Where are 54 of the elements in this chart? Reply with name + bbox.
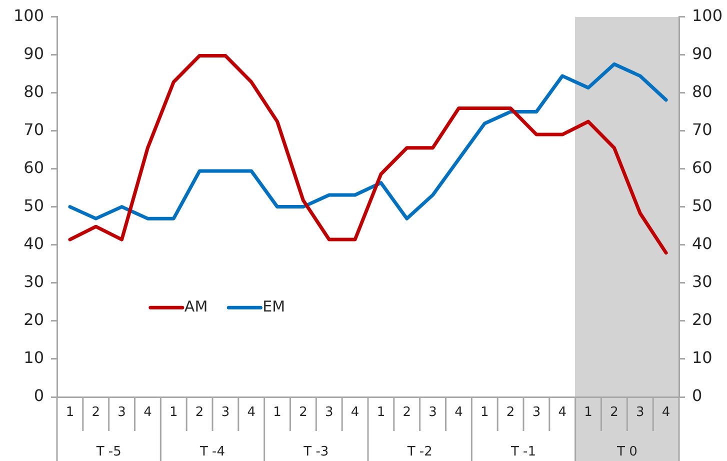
text: T -2 — [406, 444, 432, 460]
y2-tick-label: 90 — [692, 44, 712, 63]
x-tick-label: 2 — [92, 405, 100, 420]
x-tick-label: 4 — [558, 405, 567, 420]
x-tick-label: 3 — [636, 405, 644, 420]
y-tick-label: 0 — [34, 386, 44, 406]
y2-tick-label: 80 — [692, 82, 712, 101]
text: T -4 — [198, 444, 226, 460]
x-tick-label: 3 — [324, 405, 334, 420]
x-tick-label: 3 — [118, 405, 126, 420]
x-tick-label: 3 — [221, 405, 230, 420]
x-tick-label: 3 — [428, 405, 437, 420]
x-tick-label: 2 — [402, 405, 412, 420]
y2-tick-label: 50 — [692, 196, 712, 215]
y-tick-label: 90 — [24, 44, 44, 63]
x-tick-label: 1 — [376, 405, 386, 420]
x-tick-label: 4 — [662, 405, 670, 420]
x-tick-label: 3 — [532, 405, 541, 420]
y-tick-label: 40 — [24, 234, 44, 253]
legend-label: AM — [184, 297, 208, 316]
y-tick-label: 10 — [24, 348, 44, 368]
y2-tick-label: 40 — [692, 234, 712, 253]
x-tick-label: 1 — [584, 405, 592, 420]
x-tick-label: 1 — [480, 405, 489, 420]
y2-tick-label: 0 — [692, 386, 702, 406]
y2-tick-label: 60 — [692, 158, 712, 177]
x-tick-label: 4 — [144, 405, 152, 420]
y-tick-label: 100 — [13, 6, 44, 25]
y-tick-label: 30 — [24, 272, 44, 292]
x-tick-label: 4 — [350, 405, 360, 420]
y2-tick-label: 30 — [692, 272, 712, 292]
x-tick-label: 4 — [247, 405, 256, 420]
y2-tick-label: 100 — [692, 6, 723, 25]
x-tick-label: 2 — [299, 405, 308, 420]
text: T -3 — [302, 444, 329, 460]
text: T -1 — [510, 444, 536, 460]
y-tick-label: 70 — [24, 120, 44, 139]
y-tick-label: 20 — [24, 310, 44, 330]
x-tick-label: 2 — [195, 405, 204, 420]
y-tick-label: 50 — [24, 196, 44, 215]
x-tick-label: 1 — [66, 405, 74, 420]
x-tick-label: 2 — [506, 405, 515, 420]
y-tick-label: 80 — [24, 82, 44, 101]
x-tick-label: 1 — [273, 405, 282, 420]
x-tick-label: 4 — [454, 405, 463, 420]
y2-tick-label: 10 — [692, 348, 712, 368]
legend-label: EM — [262, 297, 286, 316]
y2-tick-label: 70 — [692, 120, 712, 139]
y2-tick-label: 20 — [692, 310, 712, 330]
text: T -5 — [95, 444, 122, 460]
x-tick-label: 1 — [169, 405, 178, 420]
text: T 0 — [616, 444, 638, 460]
x-tick-label: 2 — [610, 405, 618, 420]
y-tick-label: 60 — [24, 158, 44, 177]
